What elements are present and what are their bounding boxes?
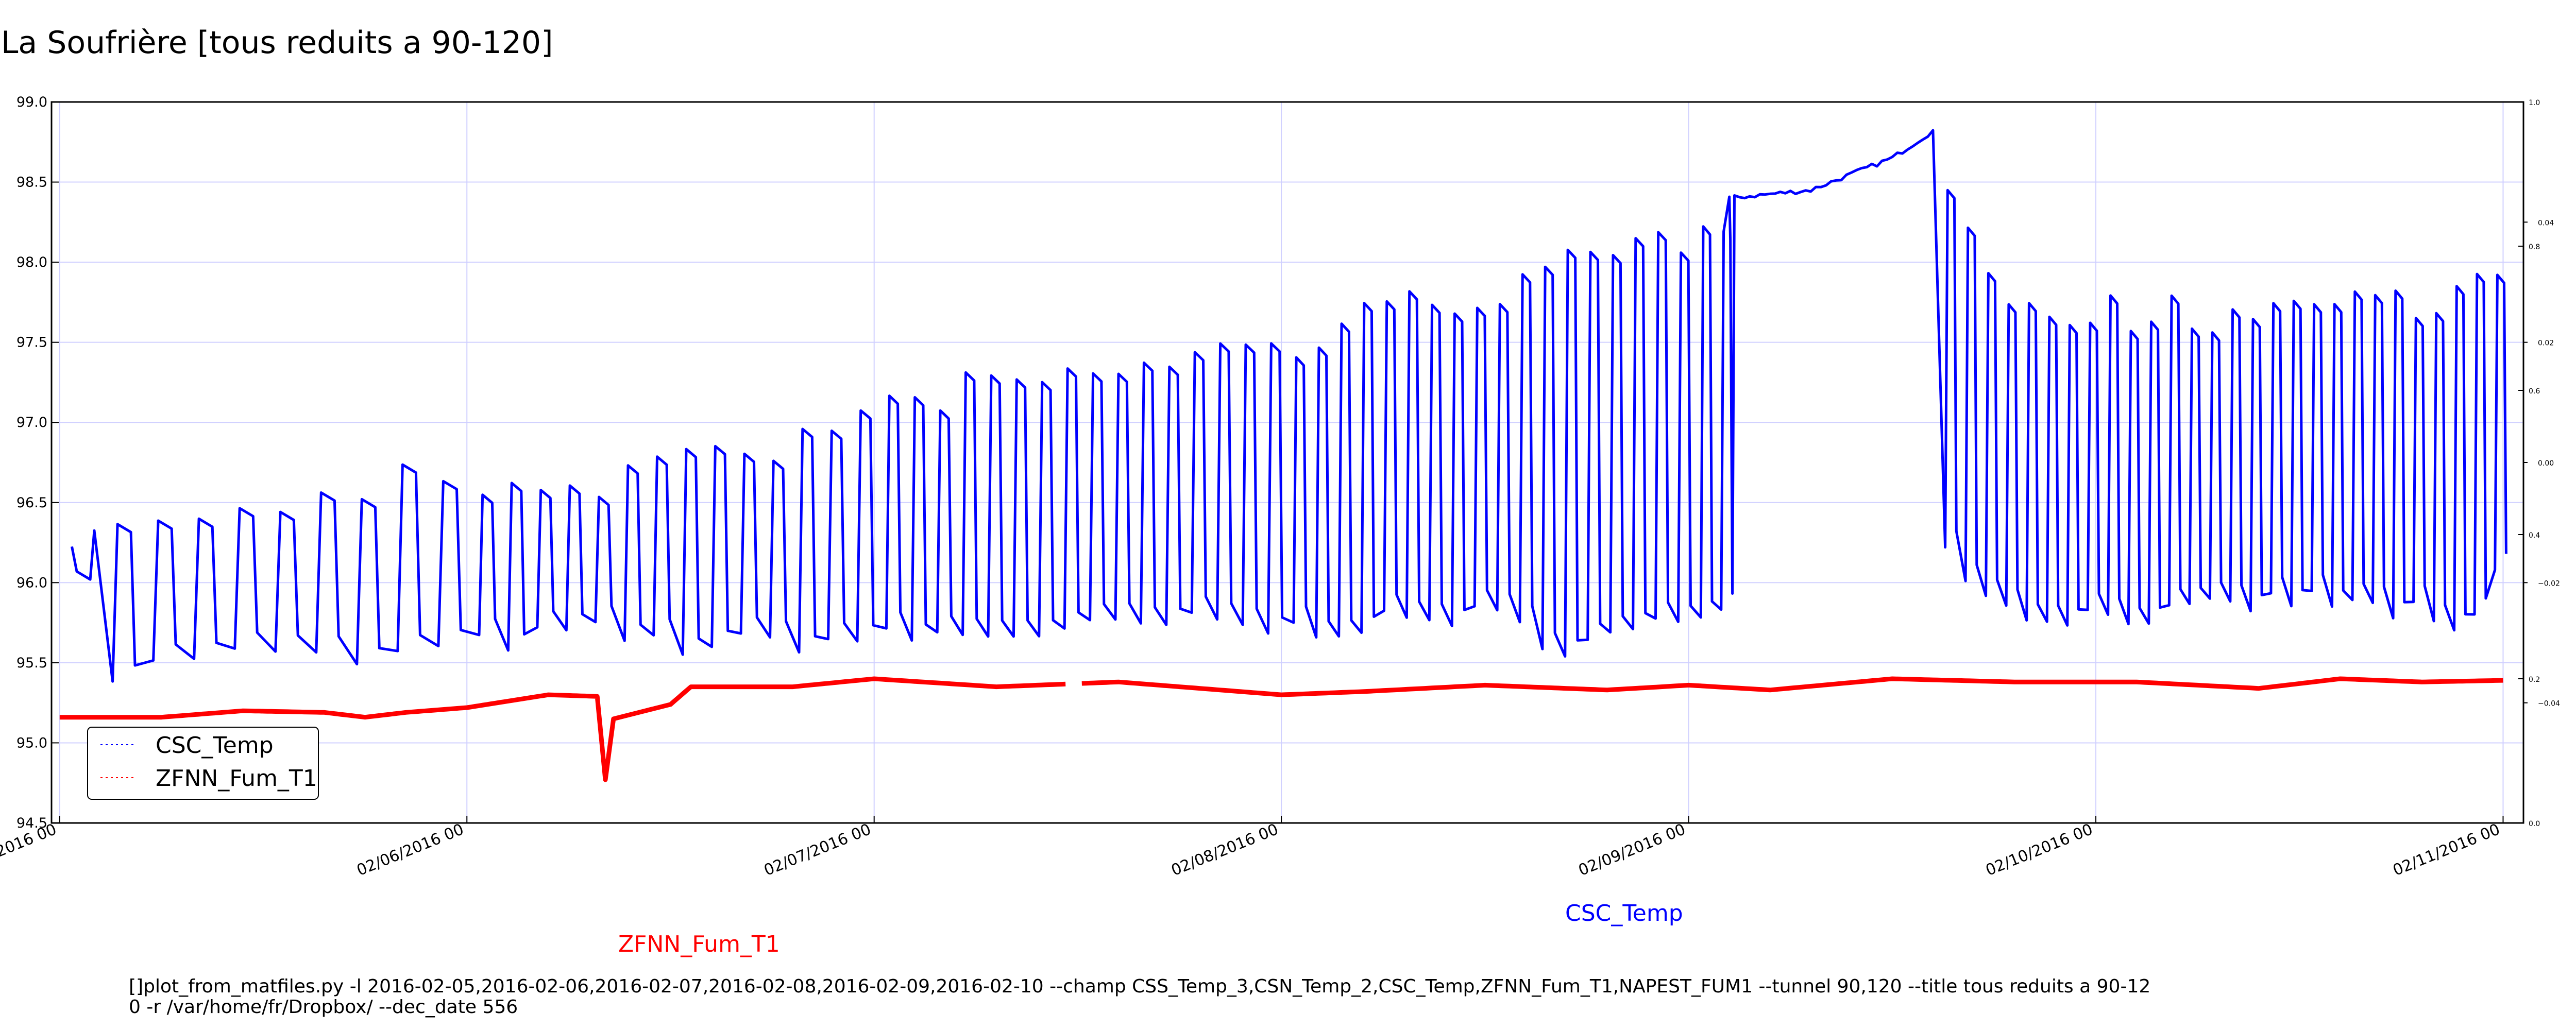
tick-label-x: 02/05/2016 00 — [0, 820, 59, 880]
tick-label-y: 97.5 — [16, 335, 47, 351]
grid-lines — [52, 101, 2523, 823]
tick-label-y: 96.5 — [16, 495, 47, 511]
tick-label-y: 98.0 — [16, 254, 47, 270]
csc-temp-series — [71, 129, 2507, 683]
tick-label-y3: 0.00 — [2538, 459, 2554, 468]
command-line-2: 0 -r /var/home/fr/Dropbox/ --dec_date 55… — [129, 997, 518, 1018]
tick-label-y3: 0.02 — [2538, 339, 2554, 348]
tick-label-x: 02/08/2016 00 — [1168, 820, 1281, 880]
tick-label-y2: 0.0 — [2529, 820, 2540, 828]
tick-label-y2: 0.2 — [2529, 676, 2540, 684]
tick-label-x: 02/09/2016 00 — [1576, 820, 1688, 880]
tick-label-y3: −0.02 — [2538, 579, 2560, 588]
x-axis: 02/05/2016 00 02/06/2016 00 02/07/2016 00 0… — [0, 816, 2504, 880]
chart-title: La Soufrière [tous reduits a 90-120] — [1, 25, 553, 61]
tick-label-y3: 0.04 — [2538, 219, 2554, 227]
zfnn-series-label: ZFNN_Fum_T1 — [618, 931, 780, 957]
tick-label-y: 97.0 — [16, 415, 47, 431]
legend: CSC_Temp ZFNN_Fum_T1 — [87, 727, 319, 800]
tick-label-y: 94.5 — [16, 815, 47, 831]
tick-label-x: 02/07/2016 00 — [761, 820, 874, 880]
legend-label-csc-temp: CSC_Temp — [156, 732, 274, 759]
tick-label-y2: 0.8 — [2529, 243, 2540, 251]
tick-label-y: 98.5 — [16, 175, 47, 191]
y-axis-right: 0.0 0.2 0.4 0.6 0.8 1.0 −0.04 −0.02 0.00 0.02 0.04 — [2518, 99, 2560, 828]
tick-label-y: 95.0 — [16, 735, 47, 751]
tick-label-y2: 1.0 — [2529, 99, 2540, 107]
zfnn-fum-t1-series — [59, 676, 2503, 782]
tick-label-y: 99.0 — [16, 94, 47, 110]
zfnn-fum-t1-line — [59, 676, 2503, 782]
legend-label-zfnn-fum-t1: ZFNN_Fum_T1 — [156, 765, 317, 792]
tick-label-x: 02/10/2016 00 — [1983, 820, 2095, 880]
tick-label-y: 95.5 — [16, 655, 47, 671]
csc-temp-line — [71, 129, 2507, 683]
command-line-1: []plot_from_matfiles.py -l 2016-02-05,20… — [129, 976, 2151, 997]
command-line-text: []plot_from_matfiles.py -l 2016-02-05,20… — [129, 976, 2150, 1018]
y-axis-left: 94.5 95.0 95.5 96.0 96.5 97.0 97.5 98.0 98.5 99.0 — [16, 94, 59, 831]
tick-label-y3: −0.04 — [2538, 700, 2560, 708]
tick-label-y: 96.0 — [16, 575, 47, 591]
tick-label-x: 02/06/2016 00 — [354, 820, 467, 880]
plot-frame — [50, 101, 2524, 824]
legend-box — [87, 727, 319, 800]
tick-label-y2: 0.4 — [2529, 531, 2540, 540]
tick-label-x: 02/11/2016 00 — [2391, 820, 2503, 880]
csc-series-label: CSC_Temp — [1565, 900, 1683, 926]
tick-label-y2: 0.6 — [2529, 387, 2540, 396]
